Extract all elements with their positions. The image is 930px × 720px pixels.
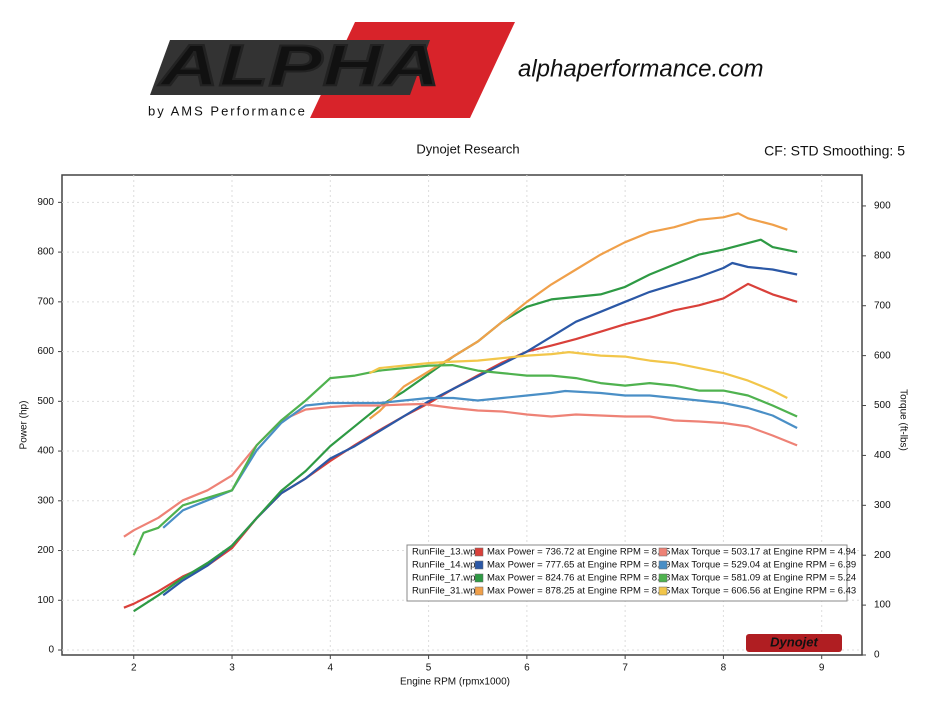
legend-entry: Max Torque = 606.56 at Engine RPM = 6.43 bbox=[671, 586, 856, 597]
y-tick-label: 200 bbox=[37, 545, 54, 556]
x-tick-label: 3 bbox=[229, 663, 235, 674]
plot-frame bbox=[61, 174, 863, 656]
x-tick-label: 7 bbox=[622, 663, 628, 674]
series-line bbox=[368, 212, 788, 420]
x-tick-label: 5 bbox=[426, 663, 432, 674]
series-line bbox=[369, 351, 788, 399]
legend-run: RunFile_17.wp8 bbox=[412, 573, 481, 584]
plot-lines bbox=[123, 212, 798, 613]
x-tick-label: 6 bbox=[524, 663, 530, 674]
legend-swatch bbox=[658, 560, 668, 570]
legend-swatch bbox=[474, 573, 484, 583]
y2-tick-label: 600 bbox=[874, 350, 891, 361]
y2-tick-label: 0 bbox=[874, 650, 880, 661]
legend-swatch bbox=[474, 547, 484, 557]
series-line bbox=[123, 402, 798, 538]
legend-swatch bbox=[658, 573, 668, 583]
legend-entry: Max Torque = 581.09 at Engine RPM = 5.24 bbox=[671, 573, 856, 584]
legend-swatch bbox=[474, 560, 484, 570]
x-tick-label: 8 bbox=[721, 663, 727, 674]
badge-bg bbox=[746, 634, 842, 652]
y-tick-label: 400 bbox=[37, 446, 54, 457]
legend-entry: Max Power = 878.25 at Engine RPM = 8.15 bbox=[487, 586, 670, 597]
legend-entry: Max Power = 736.72 at Engine RPM = 8.25 bbox=[487, 547, 670, 558]
legend-run: RunFile_31.wp8 bbox=[412, 586, 481, 597]
y-tick-label: 100 bbox=[37, 595, 54, 606]
legend-run: RunFile_13.wp8 bbox=[412, 547, 481, 558]
logo-text: ALPHA bbox=[157, 33, 440, 98]
y2-tick-label: 100 bbox=[874, 600, 891, 611]
website: alphaperformance.com bbox=[518, 55, 763, 82]
y2-tick-label: 200 bbox=[874, 550, 891, 561]
x-tick-label: 2 bbox=[131, 663, 137, 674]
y2-tick-label: 800 bbox=[874, 250, 891, 261]
x-tick-label: 4 bbox=[328, 663, 334, 674]
series-line bbox=[162, 389, 798, 529]
legend-entry: Max Torque = 529.04 at Engine RPM = 6.39 bbox=[671, 560, 856, 571]
y2-tick-label: 400 bbox=[874, 450, 891, 461]
legend-swatch bbox=[474, 586, 484, 596]
x-tick-label: 9 bbox=[819, 663, 825, 674]
y-tick-label: 700 bbox=[37, 296, 54, 307]
chart-subtitle: CF: STD Smoothing: 5 bbox=[764, 143, 905, 159]
legend: RunFile_13.wp8 Max Power = 736.72 at Engi… bbox=[412, 547, 856, 597]
legend-run: RunFile_14.wp8 bbox=[412, 560, 481, 571]
y-tick-label: 300 bbox=[37, 495, 54, 506]
legend-swatch bbox=[658, 547, 668, 557]
series-line bbox=[132, 364, 798, 556]
y2-tick-label: 300 bbox=[874, 500, 891, 511]
y-axis-label: Power (hp) bbox=[19, 401, 30, 450]
y2-tick-label: 500 bbox=[874, 400, 891, 411]
logo-subtitle: by AMS Performance bbox=[148, 103, 307, 118]
y-tick-label: 900 bbox=[37, 197, 54, 208]
x-axis-label: Engine RPM (rpmx1000) bbox=[400, 677, 510, 688]
y-tick-label: 600 bbox=[37, 346, 54, 357]
y2-axis-label: Torque (ft-lbs) bbox=[897, 389, 908, 451]
y-tick-label: 0 bbox=[48, 645, 54, 656]
badge-text: Dynojet bbox=[770, 634, 818, 649]
legend-entry: Max Power = 824.76 at Engine RPM = 8.38 bbox=[487, 573, 670, 584]
y-tick-label: 500 bbox=[37, 396, 54, 407]
y-tick-label: 800 bbox=[37, 247, 54, 258]
legend-entry: Max Torque = 503.17 at Engine RPM = 4.94 bbox=[671, 547, 856, 558]
legend-entry: Max Power = 777.65 at Engine RPM = 8.09 bbox=[487, 560, 670, 571]
logo-dark-band bbox=[150, 40, 430, 95]
y2-tick-label: 900 bbox=[874, 201, 891, 212]
y2-tick-label: 700 bbox=[874, 300, 891, 311]
legend-swatch bbox=[658, 586, 668, 596]
chart-title: Dynojet Research bbox=[416, 141, 519, 156]
